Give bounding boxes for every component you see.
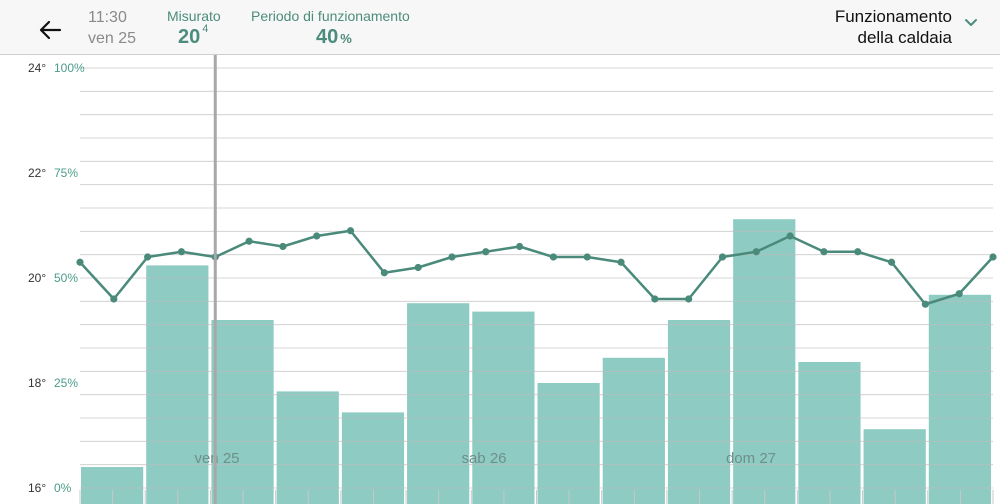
- bar-3: [276, 391, 339, 504]
- period-value-number: 40: [316, 26, 339, 48]
- temperature-point-20: [752, 248, 760, 256]
- temperature-point-5: [245, 237, 253, 245]
- temp-tick-label: 24°: [28, 61, 46, 75]
- bar-2: [211, 320, 274, 504]
- temperature-line: [79, 229, 994, 306]
- bar-7: [537, 383, 600, 504]
- temperature-point-21: [786, 232, 794, 240]
- current-date: ven 25: [88, 30, 137, 47]
- mode-selector-line2: della caldaia: [857, 28, 952, 47]
- mode-selector-line1: Funzionamento: [834, 7, 952, 26]
- bar-8: [602, 357, 665, 504]
- mode-selector[interactable]: Funzionamento della caldaia: [835, 6, 978, 48]
- temperature-point-14: [549, 253, 558, 261]
- bar-1: [146, 265, 209, 504]
- temperature-point-17: [651, 295, 659, 303]
- temperature-point-23: [854, 248, 862, 256]
- temperature-point-6: [279, 242, 287, 251]
- temperature-point-26: [955, 290, 963, 298]
- temperature-point-7: [313, 232, 321, 240]
- temperature-point-9: [380, 269, 388, 277]
- bar-5: [407, 303, 470, 504]
- day-label: ven 25: [194, 450, 239, 467]
- temperature-point-16: [617, 258, 625, 266]
- period-value-unit: %: [340, 31, 352, 46]
- temperature-point-24: [887, 258, 896, 266]
- temperature-point-0: [76, 258, 84, 266]
- period-value: 40%: [316, 26, 352, 49]
- percent-tick-label: 0%: [54, 481, 72, 495]
- bar-10: [733, 219, 796, 504]
- bar-13: [928, 294, 991, 504]
- temperature-point-13: [515, 242, 524, 251]
- measured-value-decimal: 4: [202, 23, 209, 36]
- temperature-point-22: [820, 248, 828, 256]
- day-label: dom 27: [726, 450, 776, 467]
- temperature-point-27: [989, 253, 997, 261]
- temp-tick-label: 18°: [28, 376, 46, 390]
- temperature-point-15: [583, 253, 591, 261]
- temperature-point-2: [144, 253, 152, 261]
- temperature-point-18: [685, 295, 693, 303]
- bar-9: [667, 320, 731, 504]
- boiler-chart: 24° 22° 20° 18° 16° 100% 75% 50% 25% 0% ven 25 sab …: [28, 55, 997, 504]
- bar-6: [472, 311, 535, 504]
- temperature-point-11: [448, 253, 456, 261]
- temp-tick-label: 22°: [28, 166, 46, 180]
- temperature-point-3: [177, 248, 186, 256]
- temp-tick-label: 16°: [28, 481, 46, 495]
- arrow-left-icon[interactable]: [36, 16, 64, 44]
- temperature-point-12: [482, 248, 490, 256]
- percent-tick-label: 100%: [54, 61, 85, 75]
- temperature-point-1: [110, 295, 118, 303]
- temperature-point-19: [718, 253, 727, 261]
- measured-value-int: 20: [178, 26, 201, 48]
- current-time: 11:30: [88, 9, 127, 26]
- period-label: Periodo di funzionamento: [251, 8, 410, 24]
- day-label: sab 26: [461, 450, 506, 467]
- temperature-point-8: [346, 227, 355, 235]
- percent-tick-label: 75%: [54, 166, 78, 180]
- temperature-point-10: [414, 263, 422, 272]
- bar-11: [798, 362, 861, 504]
- percent-tick-label: 50%: [54, 271, 78, 285]
- measured-value: 20 4: [178, 23, 209, 49]
- temperature-point-25: [921, 300, 929, 308]
- measured-label: Misurato: [167, 8, 221, 24]
- percent-tick-label: 25%: [54, 376, 78, 390]
- header: 11:30 ven 25 Misurato 20 4 Periodo di fun…: [0, 0, 1000, 55]
- current-time-marker: [213, 55, 217, 504]
- chevron-down-icon: [965, 19, 977, 26]
- bar-4: [341, 412, 405, 504]
- temp-tick-label: 20°: [28, 271, 46, 285]
